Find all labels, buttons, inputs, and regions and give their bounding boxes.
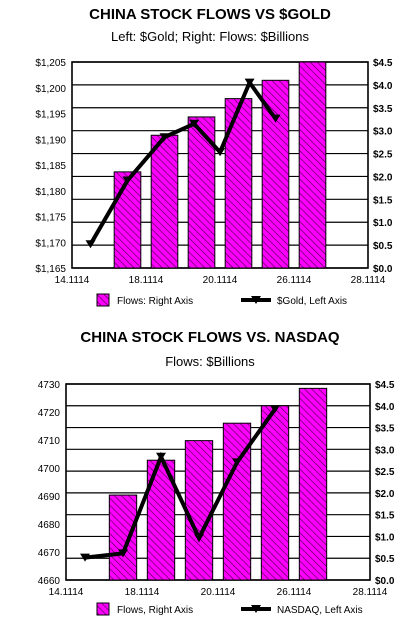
left-axis-tick-label: $1,170 (35, 238, 66, 249)
flow-bar (108, 494, 138, 581)
left-axis-tick-label: $1,195 (35, 110, 66, 121)
right-axis-tick-label: $3.5 (375, 424, 395, 435)
chart-title: CHINA STOCK FLOWS VS. NASDAQ (80, 329, 340, 346)
right-axis-tick-label: $1.5 (375, 511, 395, 522)
price-marker (232, 458, 242, 467)
legend-bar-swatch (96, 602, 110, 616)
left-axis-tick-label: 4720 (38, 408, 61, 419)
legend-line-label: $Gold, Left Axis (277, 296, 347, 307)
x-axis-tick-label: 26.1114 (277, 275, 312, 286)
price-marker (244, 78, 255, 87)
price-marker (194, 534, 204, 542)
flow-bar (224, 98, 253, 269)
right-axis-tick-label: $2.0 (373, 172, 393, 183)
x-axis-tick-label: 20.1114 (201, 587, 236, 598)
legend-line-marker (251, 296, 261, 304)
price-marker (159, 133, 170, 142)
chart-subtitle: Left: $Gold; Right: Flows: $Billions (111, 29, 309, 44)
price-marker (118, 549, 128, 558)
flow-bar (260, 405, 290, 581)
chart-subtitle: Flows: $Billions (165, 354, 255, 369)
x-axis-tick-label: 14.1114 (55, 275, 90, 286)
left-axis-tick-label: 4670 (38, 548, 61, 559)
x-axis-tick-label: 28.1114 (351, 275, 386, 286)
right-axis-tick-label: $4.5 (373, 58, 393, 69)
left-axis-tick-label: 4700 (38, 464, 61, 475)
right-axis-tick-label: $2.5 (375, 467, 395, 478)
left-axis-tick-label: 4690 (38, 492, 61, 503)
right-axis-tick-label: $3.0 (375, 445, 395, 456)
legend-bar-label: Flows: Right Axis (117, 296, 193, 307)
right-axis-tick-label: $3.0 (373, 127, 393, 138)
price-marker (122, 176, 133, 185)
left-axis-tick-label: 4710 (38, 436, 61, 447)
x-axis-tick-label: 18.1114 (129, 275, 164, 286)
price-marker (215, 148, 225, 157)
right-axis-tick-label: $3.5 (373, 104, 393, 115)
flow-bar (298, 61, 327, 269)
price-marker (156, 452, 166, 461)
legend-bar-label: Flows, Right Axis (117, 605, 193, 616)
x-axis-tick-label: 18.1114 (125, 587, 160, 598)
plot-frame (71, 61, 369, 269)
flow-bar (113, 171, 142, 269)
legend-line-label: NASDAQ, Left Axis (277, 605, 363, 616)
flow-bar (150, 134, 179, 269)
price-marker (270, 405, 280, 414)
right-axis-tick-label: $2.5 (373, 150, 393, 161)
right-axis-tick-label: $0.5 (375, 554, 395, 565)
left-axis-tick-label: $1,175 (35, 213, 66, 224)
price-marker (270, 114, 281, 123)
left-axis-tick-label: $1,190 (35, 135, 66, 146)
right-axis-tick-label: $4.0 (373, 81, 393, 92)
right-axis-tick-label: $1.5 (373, 195, 393, 206)
flow-bar (184, 440, 214, 581)
right-axis-tick-label: $2.0 (375, 489, 395, 500)
price-marker (85, 240, 96, 249)
price-line (84, 408, 277, 560)
right-axis-tick-label: $4.5 (375, 380, 395, 391)
chart-title: CHINA STOCK FLOWS VS $GOLD (89, 6, 331, 23)
left-axis-tick-label: $1,205 (35, 58, 66, 69)
legend-line-marker (251, 605, 261, 613)
right-axis-tick-label: $0.0 (375, 576, 395, 587)
plot-frame (65, 383, 371, 581)
left-axis-tick-label: $1,200 (35, 84, 66, 95)
price-marker (80, 553, 90, 562)
left-axis-tick-label: 4680 (38, 520, 61, 531)
left-axis-tick-label: $1,185 (35, 161, 66, 172)
flow-bar (261, 79, 290, 269)
flow-bar (298, 387, 328, 581)
right-axis-tick-label: $1.0 (373, 218, 393, 229)
left-axis-tick-label: $1,165 (35, 264, 66, 275)
x-axis-tick-label: 28.1114 (353, 587, 388, 598)
left-axis-tick-label: $1,180 (35, 187, 66, 198)
price-marker (189, 119, 200, 128)
x-axis-tick-label: 26.1114 (277, 587, 312, 598)
right-axis-tick-label: $0.0 (373, 264, 393, 275)
right-axis-tick-label: $1.0 (375, 532, 395, 543)
x-axis-tick-label: 20.1114 (203, 275, 238, 286)
right-axis-tick-label: $4.0 (375, 402, 395, 413)
left-axis-tick-label: 4730 (38, 380, 61, 391)
right-axis-tick-label: $0.5 (373, 241, 393, 252)
x-axis-tick-label: 14.1114 (49, 587, 84, 598)
left-axis-tick-label: 4660 (38, 576, 61, 587)
legend-bar-swatch (96, 293, 110, 307)
